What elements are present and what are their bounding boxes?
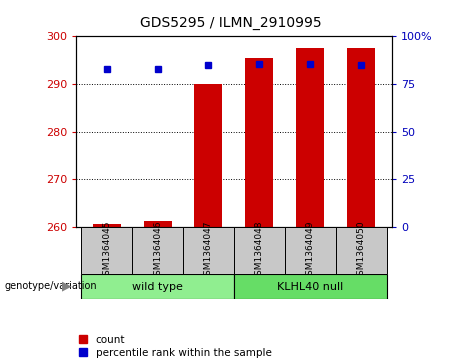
Text: GSM1364047: GSM1364047: [204, 220, 213, 281]
Bar: [336, 227, 387, 274]
Text: genotype/variation: genotype/variation: [5, 281, 97, 291]
Bar: [285, 227, 336, 274]
Text: ▶: ▶: [62, 280, 71, 293]
Bar: [183, 227, 234, 274]
Bar: [143, 221, 171, 227]
Text: GSM1364050: GSM1364050: [357, 220, 366, 281]
Text: GSM1364048: GSM1364048: [255, 220, 264, 281]
Bar: [245, 58, 273, 227]
Bar: [195, 84, 223, 227]
Bar: [132, 227, 183, 274]
Bar: [81, 274, 234, 299]
Text: GDS5295 / ILMN_2910995: GDS5295 / ILMN_2910995: [140, 16, 321, 30]
Bar: [296, 48, 325, 227]
Bar: [234, 227, 285, 274]
Bar: [93, 224, 121, 227]
Text: GSM1364045: GSM1364045: [102, 220, 111, 281]
Text: GSM1364046: GSM1364046: [153, 220, 162, 281]
Legend: count, percentile rank within the sample: count, percentile rank within the sample: [79, 335, 272, 358]
Bar: [234, 274, 387, 299]
Text: GSM1364049: GSM1364049: [306, 220, 315, 281]
Bar: [347, 48, 375, 227]
Text: wild type: wild type: [132, 282, 183, 292]
Text: KLHL40 null: KLHL40 null: [277, 282, 343, 292]
Bar: [81, 227, 132, 274]
